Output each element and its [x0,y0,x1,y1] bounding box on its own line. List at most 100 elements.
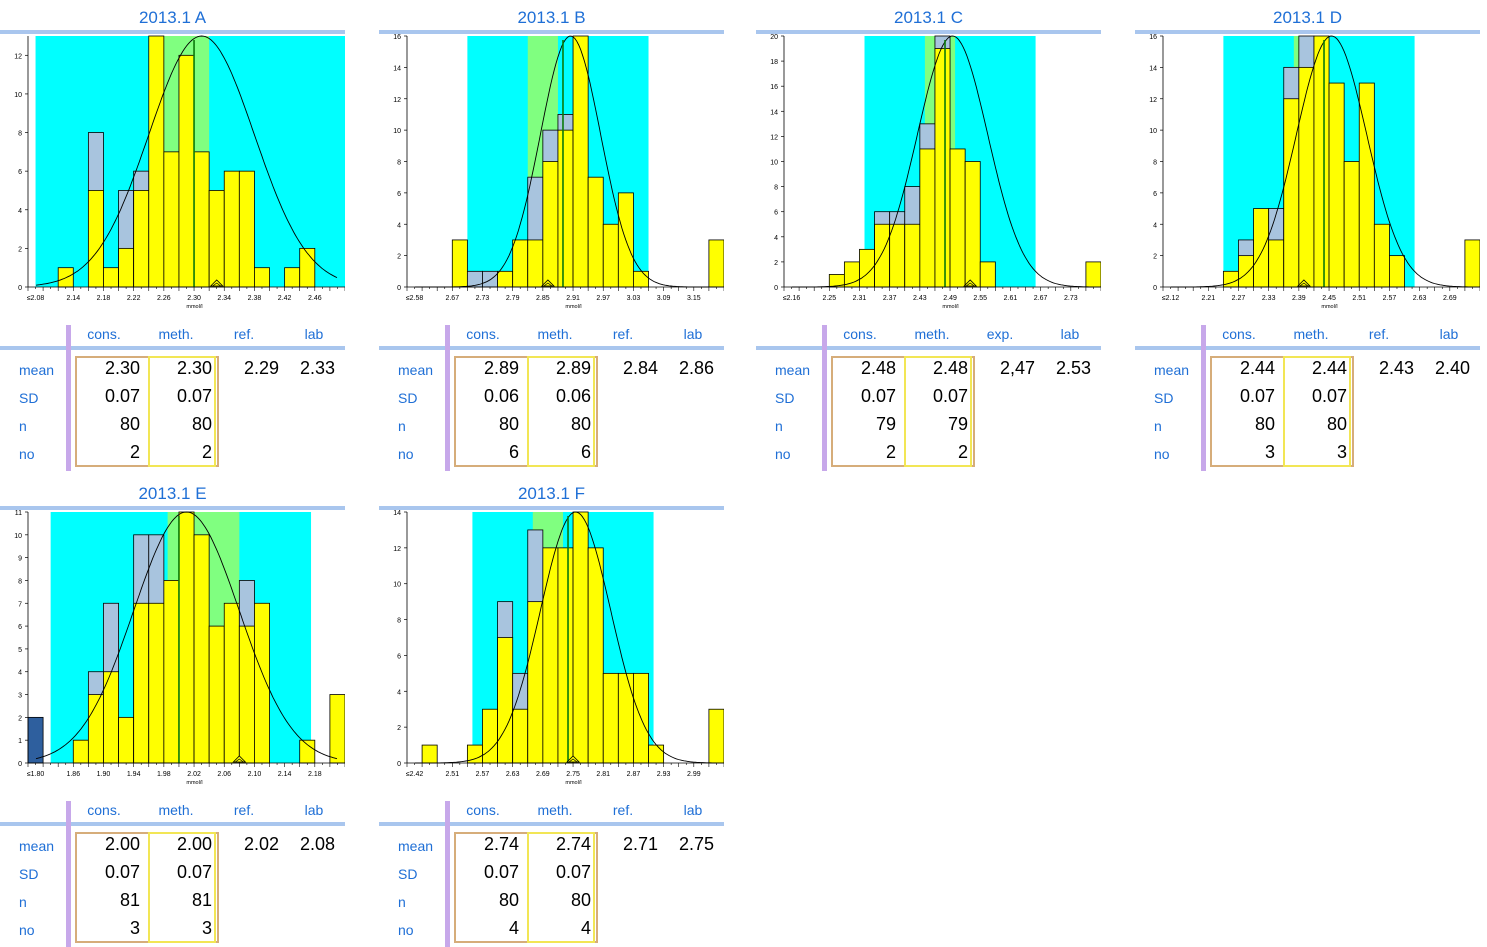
histogram-bar [451,239,468,288]
histogram-bar [254,602,270,764]
stat-value: 80 [191,414,212,434]
histogram-bar [178,511,195,764]
x-tick-label: 2.75 [566,771,580,778]
stat-value: 3 [201,918,212,938]
histogram-bar [1373,223,1390,288]
y-tick-label: 2 [18,246,22,253]
panel-title: 2013.1 A [138,8,207,27]
row-label: mean [19,362,55,378]
stats-table: cons. meth. ref. lab mean 2.44 2.44 2.43 2.40 SD 0… [1135,322,1480,471]
y-tick-label: 0 [397,761,401,768]
row-label: SD [19,866,39,882]
stat-value: 0.07 [176,862,212,882]
histogram-bar [238,170,255,288]
histogram-svg: 0 2 4 6 8 10 12 ≤2.08 2.14 2.18 2.22 2.26 2.30 2.34 2.… [14,35,345,310]
y-tick-label: 14 [393,510,401,517]
histogram-bar [527,239,544,288]
stat-value: 2,47 [999,358,1035,378]
stat-value: 6 [508,442,519,462]
excluded-bar [482,270,498,288]
panel-title: 2013.1 B [517,8,586,27]
row-label: SD [398,866,418,882]
stat-value: 2 [957,442,968,462]
stat-value: 0.07 [104,862,140,882]
histogram-bar [904,223,921,288]
stat-value: 80 [1254,414,1275,434]
x-tick-label: 2.31 [853,295,867,302]
stat-value: 2.74 [555,834,591,854]
histogram-bar [572,35,589,288]
y-tick-label: 16 [393,34,401,41]
x-tick-label: 1.90 [97,771,111,778]
row-label: no [19,446,35,462]
histogram-bar [633,270,649,288]
title-divider [756,30,1101,34]
histogram-bar [542,161,559,288]
title-divider [379,30,724,34]
x-tick-label: ≤2.16 [783,295,801,302]
consensus-box [75,832,219,943]
row-label-separator [822,325,827,471]
x-unit-label: mmol/l [186,304,202,310]
row-label: no [1154,446,1170,462]
x-tick-label: 2.57 [1383,295,1397,302]
x-tick-label: 2.79 [506,295,520,302]
stat-value: 2.71 [622,834,658,854]
x-tick-label: 2.43 [913,295,927,302]
histogram-svg: 0 2 4 6 8 10 12 14 ≤2.42 2.51 2.57 2.63 2.69 2.75 2.81… [393,510,724,786]
x-tick-label: 2.18 [97,295,111,302]
x-tick-label: 3.03 [627,295,641,302]
histogram-svg: 0 2 4 6 8 10 12 14 16 18 20 ≤2.16 2.25 2.31 2.37 2.43 2.… [770,34,1101,310]
histogram-bar [1328,82,1345,288]
histogram-bar [482,708,498,764]
histogram-bar [118,247,135,288]
histogram-bar [1268,239,1285,288]
normal-curve [35,511,338,760]
stats-table: cons. meth. ref. lab mean 2.00 2.00 2.02 2.08 SD 0… [0,798,345,947]
histogram-bar [1464,239,1480,288]
x-tick-label: 2.22 [127,295,141,302]
y-tick-label: 0 [18,761,22,768]
consensus-box [454,356,598,467]
row-label: SD [19,390,39,406]
excluded-bar [466,270,483,288]
histogram-bar [148,35,165,288]
stat-value: 0.07 [483,862,519,882]
y-tick-label: 12 [393,97,401,104]
stat-value: 2.48 [860,358,896,378]
histogram-bar [1085,261,1101,288]
method-box [527,356,595,467]
y-tick-label: 12 [1149,97,1157,104]
histogram-bar [1238,255,1254,288]
x-tick-label: 2.55 [973,295,987,302]
row-label: n [19,418,27,434]
x-tick-label: 1.86 [66,771,80,778]
y-tick-label: 6 [397,653,401,660]
column-header: cons. [843,326,877,342]
histogram-bar [299,739,316,764]
x-unit-label: mmol/l [565,780,581,786]
stat-value: 2.44 [1239,358,1275,378]
stat-value: 6 [580,442,591,462]
table-divider [379,822,724,826]
consensus-box [454,832,598,943]
row-label: SD [398,390,418,406]
histogram-bar [133,602,150,764]
x-unit-label: mmol/l [565,304,581,310]
x-tick-label: 2.27 [1232,295,1246,302]
y-tick-label: 7 [18,601,22,608]
x-tick-label: 2.81 [596,771,610,778]
histogram-bar [193,534,210,764]
histogram-panel: 2013.1 F 0 2 4 6 8 10 12 14 ≤2.42 2.51 2.57 2.63 2.69… [379,476,724,947]
histogram-bar [617,672,634,764]
histogram-bar [587,547,604,764]
histogram-bar [148,602,165,764]
column-header: ref. [612,802,634,818]
histogram-bar [527,601,544,764]
histogram-bar [299,247,316,288]
normal-curve [415,511,716,764]
y-tick-label: 18 [770,59,778,66]
y-tick-label: 0 [774,285,778,292]
table-divider [0,822,345,826]
histogram-bar [1313,35,1330,288]
